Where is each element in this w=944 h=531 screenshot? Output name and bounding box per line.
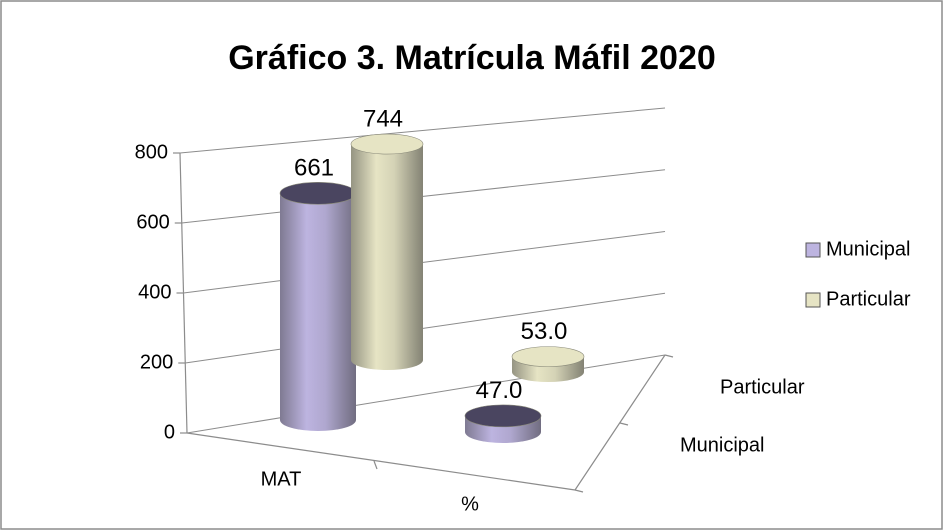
column (350, 133, 424, 370)
chart-title: Gráfico 3. Matrícula Máfil 2020 (228, 39, 716, 77)
column (464, 404, 542, 443)
x-tick-label: MAT (261, 468, 302, 490)
x-tick-label: % (461, 493, 479, 515)
grid-line (185, 292, 666, 364)
y-tick-label: 600 (136, 211, 169, 233)
y-tick-label: 400 (138, 281, 171, 303)
data-label: 47.0 (476, 377, 523, 404)
column (511, 346, 585, 382)
legend-swatch (805, 292, 821, 308)
depth-label: Particular (720, 376, 805, 398)
grid-line (181, 169, 666, 224)
y-tick-label: 200 (140, 351, 173, 373)
depth-label: Municipal (680, 434, 764, 456)
column (279, 181, 357, 431)
data-label: 744 (363, 105, 403, 132)
legend-swatch (805, 242, 821, 258)
data-label: 661 (294, 155, 334, 182)
legend-label: Particular (826, 288, 911, 310)
legend-label: Municipal (826, 238, 910, 260)
grid-line (186, 354, 666, 434)
grid-line (183, 231, 666, 294)
y-tick-label: 0 (164, 421, 175, 443)
y-tick-label: 800 (135, 141, 168, 163)
data-label: 53.0 (521, 318, 568, 345)
grid-line (179, 107, 666, 154)
